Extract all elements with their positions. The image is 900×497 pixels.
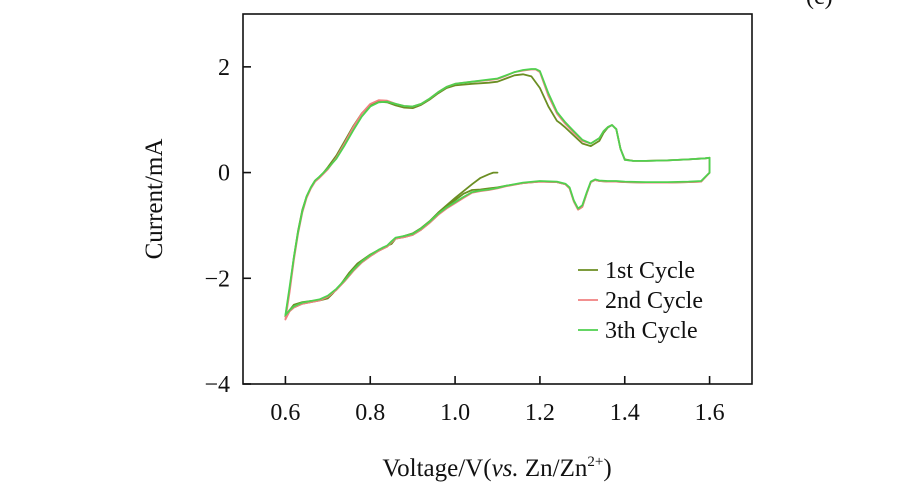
x-axis-title: Voltage/V(vs. Zn/Zn2+) bbox=[382, 454, 611, 482]
series-line-3 bbox=[284, 68, 711, 317]
y-tick-label-2: 0 bbox=[218, 161, 230, 187]
y-tick-label-3: 2 bbox=[218, 55, 230, 81]
legend-label-2: 2nd Cycle bbox=[605, 288, 703, 314]
panel-label: (c) bbox=[806, 0, 833, 10]
x-tick-label-3: 1.2 bbox=[525, 400, 555, 426]
x-tick-label-1: 0.8 bbox=[355, 400, 385, 426]
x-tick-label-4: 1.4 bbox=[610, 400, 640, 426]
x-axis-title-mid: Zn/Zn bbox=[519, 455, 588, 482]
series-layer bbox=[284, 68, 711, 321]
x-tick-label-5: 1.6 bbox=[695, 400, 725, 426]
x-axis-title-prefix: Voltage/V( bbox=[382, 455, 491, 482]
plot-frame bbox=[242, 13, 753, 385]
x-axis-title-italic: vs. bbox=[492, 455, 519, 482]
x-tick-label-2: 1.0 bbox=[440, 400, 470, 426]
axis-ticks bbox=[243, 66, 711, 385]
legend: 1st Cycle 2nd Cycle 3th Cycle bbox=[578, 258, 703, 344]
y-tick-label-0: −4 bbox=[204, 372, 230, 398]
x-axis-title-suffix: ) bbox=[603, 455, 611, 482]
legend-label-1: 1st Cycle bbox=[605, 258, 695, 284]
y-tick-labels: −4 −2 0 2 bbox=[204, 55, 230, 398]
x-tick-label-0: 0.6 bbox=[270, 400, 300, 426]
x-tick-labels: 0.6 0.8 1.0 1.2 1.4 1.6 bbox=[270, 400, 724, 426]
legend-label-3: 3th Cycle bbox=[605, 318, 698, 344]
x-axis-title-superscript: 2+ bbox=[587, 454, 603, 470]
y-axis-title: Current/mA bbox=[141, 139, 168, 260]
y-tick-label-1: −2 bbox=[204, 266, 230, 292]
